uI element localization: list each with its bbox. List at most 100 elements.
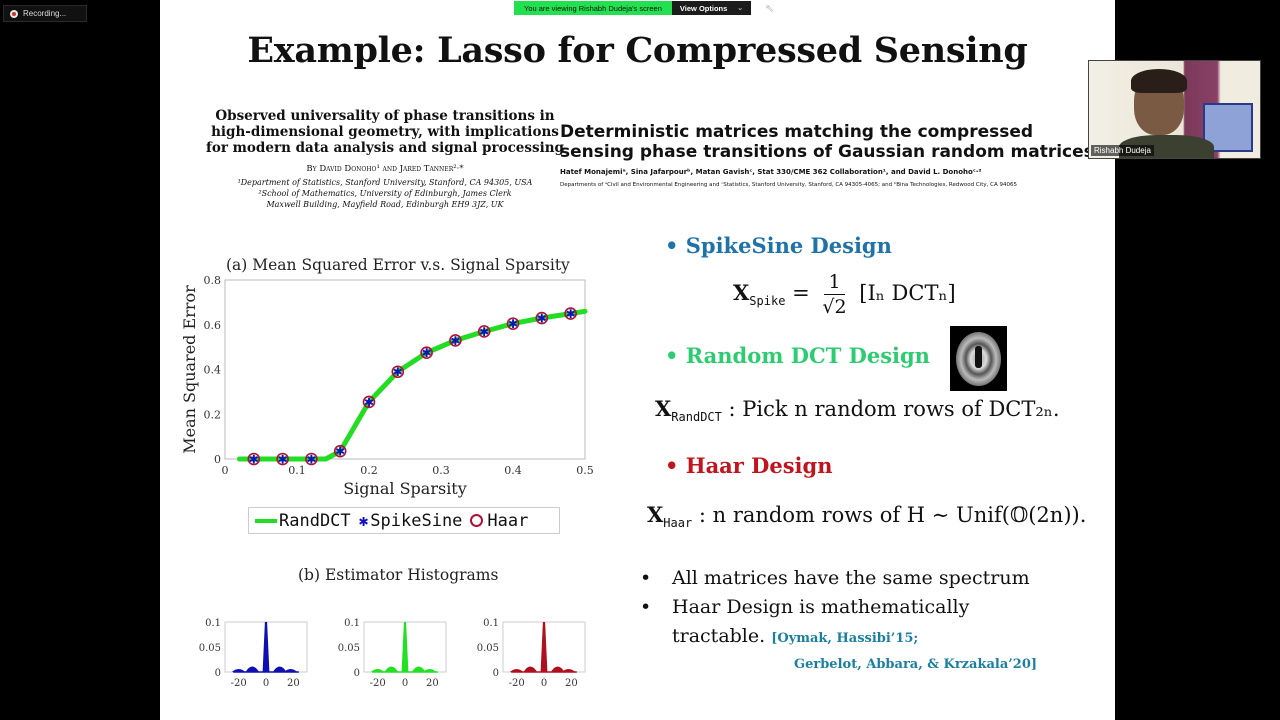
paper2-affiliations: Departments of ᵃCivil and Environmental … bbox=[560, 182, 1017, 188]
svg-text:0.1: 0.1 bbox=[344, 618, 360, 629]
mse-chart: 0 0.2 0.4 0.6 0.8 0 0.1 0.2 0.3 0.4 0.5 Signal Spar… bbox=[180, 274, 594, 498]
record-icon bbox=[10, 9, 18, 18]
bullet-icon: • bbox=[640, 596, 652, 618]
svg-text:0: 0 bbox=[263, 678, 269, 689]
svg-text:✱: ✱ bbox=[335, 445, 345, 459]
citation-cont: Gerbelot, Abbara, & Krzakala’20] bbox=[794, 653, 1037, 674]
matrix-subscript: Haar bbox=[663, 516, 693, 530]
svg-text:✱: ✱ bbox=[566, 307, 576, 321]
histogram-randdct: 0 0.05 0.1 -20 0 20 bbox=[338, 618, 447, 689]
svg-text:0.05: 0.05 bbox=[199, 643, 221, 654]
summary-point: • Haar Design is mathematically bbox=[640, 593, 1037, 622]
svg-text:✱: ✱ bbox=[479, 325, 489, 339]
citation: Gerbelot, Abbara, & Krzakala’20] bbox=[794, 657, 1038, 672]
paper2-title-line: Deterministic matrices matching the comp… bbox=[560, 122, 1034, 142]
svg-text:-20: -20 bbox=[231, 678, 247, 689]
bullet-icon: • bbox=[640, 567, 652, 589]
paper1-affiliation: Maxwell Building, Mayfield Road, Edinbur… bbox=[266, 200, 504, 209]
randdct-description: : Pick n random rows of DCT₂ₙ. bbox=[721, 397, 1060, 421]
svg-text:0.05: 0.05 bbox=[338, 643, 360, 654]
recording-label: Recording... bbox=[23, 9, 67, 18]
svg-text:-20: -20 bbox=[370, 678, 386, 689]
shared-slide: Example: Lasso for Compressed Sensing Ob… bbox=[160, 0, 1115, 720]
randdct-equation: XRandDCT : Pick n random rows of DCT₂ₙ. bbox=[655, 396, 1060, 424]
svg-text:0: 0 bbox=[222, 464, 229, 477]
spikesine-equation: XSpike = 1 √2 [Iₙ DCTₙ] bbox=[733, 270, 956, 319]
legend-haar: Haar bbox=[470, 511, 528, 531]
share-banner-text: You are viewing Rishabh Dudeja's screen bbox=[514, 1, 672, 15]
paper1-title-line: high-dimensional geometry, with implicat… bbox=[211, 124, 559, 140]
svg-text:20: 20 bbox=[287, 678, 300, 689]
svg-text:✱: ✱ bbox=[537, 312, 547, 326]
svg-text:✱: ✱ bbox=[450, 334, 460, 348]
paper1-title-line: Observed universality of phase transitio… bbox=[215, 108, 555, 124]
paper1-affiliation: ¹Department of Statistics, Stanford Univ… bbox=[237, 178, 533, 187]
svg-text:✱: ✱ bbox=[422, 346, 432, 360]
chart-b-title: (b) Estimator Histograms bbox=[298, 566, 499, 584]
paper1-title: Observed universality of phase transitio… bbox=[200, 108, 570, 156]
legend-spikesine: ✱ SpikeSine bbox=[359, 511, 463, 531]
histogram-haar: 0 0.05 0.1 -20 0 20 bbox=[477, 618, 586, 689]
svg-text:0: 0 bbox=[214, 453, 221, 466]
svg-text:✱: ✱ bbox=[364, 395, 374, 409]
line-swatch-icon bbox=[255, 518, 277, 523]
screen-share-banner: You are viewing Rishabh Dudeja's screen … bbox=[514, 1, 752, 15]
svg-text:0: 0 bbox=[402, 678, 408, 689]
svg-text:0.6: 0.6 bbox=[204, 319, 222, 332]
denominator: √2 bbox=[822, 296, 847, 318]
block-matrix: [Iₙ DCTₙ] bbox=[859, 281, 956, 305]
fraction: 1 √2 bbox=[822, 270, 846, 319]
legend-randdct: RandDCT bbox=[255, 511, 351, 531]
point-text: All matrices have the same spectrum bbox=[672, 567, 1030, 589]
svg-text:✱: ✱ bbox=[393, 365, 403, 379]
paper1-header: Observed universality of phase transitio… bbox=[200, 108, 570, 210]
haar-heading: • Haar Design bbox=[665, 453, 833, 478]
circle-marker-icon bbox=[470, 514, 484, 527]
svg-text:✱: ✱ bbox=[508, 317, 518, 331]
matrix-subscript: RandDCT bbox=[671, 410, 722, 424]
svg-text:0.5: 0.5 bbox=[576, 464, 594, 477]
matrix-subscript: Spike bbox=[749, 294, 786, 308]
participant-name: Rishabh Dudeja bbox=[1091, 145, 1154, 156]
paper2-authors: Hatef Monajemiᵃ, Sina Jafarpourᵇ, Matan … bbox=[560, 168, 982, 176]
brain-mri-image bbox=[950, 326, 1007, 391]
svg-text:✱: ✱ bbox=[278, 453, 288, 467]
spikesine-heading: • SpikeSine Design bbox=[665, 233, 892, 258]
svg-text:0.05: 0.05 bbox=[477, 643, 499, 654]
matrix-symbol: X bbox=[647, 502, 664, 527]
svg-text:Mean Squared Error: Mean Squared Error bbox=[180, 285, 199, 454]
svg-text:0.1: 0.1 bbox=[205, 618, 221, 629]
svg-text:0.3: 0.3 bbox=[432, 464, 450, 477]
legend-label: SpikeSine bbox=[370, 510, 463, 531]
svg-text:0: 0 bbox=[493, 668, 499, 679]
slide-title: Example: Lasso for Compressed Sensing bbox=[247, 30, 1028, 71]
star-marker-icon: ✱ bbox=[358, 510, 369, 530]
paper2-title: Deterministic matrices matching the comp… bbox=[560, 122, 1120, 162]
paper1-affiliation: ²School of Mathematics, University of Ed… bbox=[258, 189, 512, 198]
svg-text:0.4: 0.4 bbox=[204, 364, 222, 377]
histogram-spikesine: 0 0.05 0.1 -20 0 20 bbox=[199, 618, 308, 689]
numerator: 1 bbox=[824, 270, 845, 295]
participant-hair bbox=[1131, 69, 1187, 93]
chevron-down-icon: ⌄ bbox=[737, 5, 744, 12]
summary-points: • All matrices have the same spectrum • Ha… bbox=[640, 564, 1037, 674]
svg-text:0.8: 0.8 bbox=[204, 274, 222, 287]
participant-video-tile[interactable]: Rishabh Dudeja bbox=[1088, 60, 1261, 159]
svg-text:20: 20 bbox=[565, 678, 578, 689]
svg-text:0.4: 0.4 bbox=[504, 464, 522, 477]
paper2-title-line: sensing phase transitions of Gaussian ra… bbox=[560, 142, 1094, 162]
legend-label: Haar bbox=[487, 510, 529, 531]
haar-equation: XHaar : n random rows of H ∼ Unif(𝕆(2n))… bbox=[647, 502, 1086, 530]
mouse-cursor-icon: ↖ bbox=[765, 2, 775, 15]
svg-text:✱: ✱ bbox=[249, 453, 259, 467]
svg-text:0.2: 0.2 bbox=[204, 408, 222, 421]
summary-point: • All matrices have the same spectrum bbox=[640, 564, 1037, 593]
svg-text:0.2: 0.2 bbox=[360, 464, 378, 477]
svg-text:Signal Sparsity: Signal Sparsity bbox=[343, 479, 467, 498]
equals-sign: = bbox=[792, 281, 810, 305]
paper1-title-line: for modern data analysis and signal proc… bbox=[206, 140, 564, 156]
recording-indicator[interactable]: Recording... bbox=[3, 5, 87, 22]
view-options-button[interactable]: View Options ⌄ bbox=[671, 1, 752, 15]
summary-point-cont: tractable. [Oymak, Hassibi’15; bbox=[640, 622, 1037, 653]
legend-label: RandDCT bbox=[279, 510, 351, 531]
